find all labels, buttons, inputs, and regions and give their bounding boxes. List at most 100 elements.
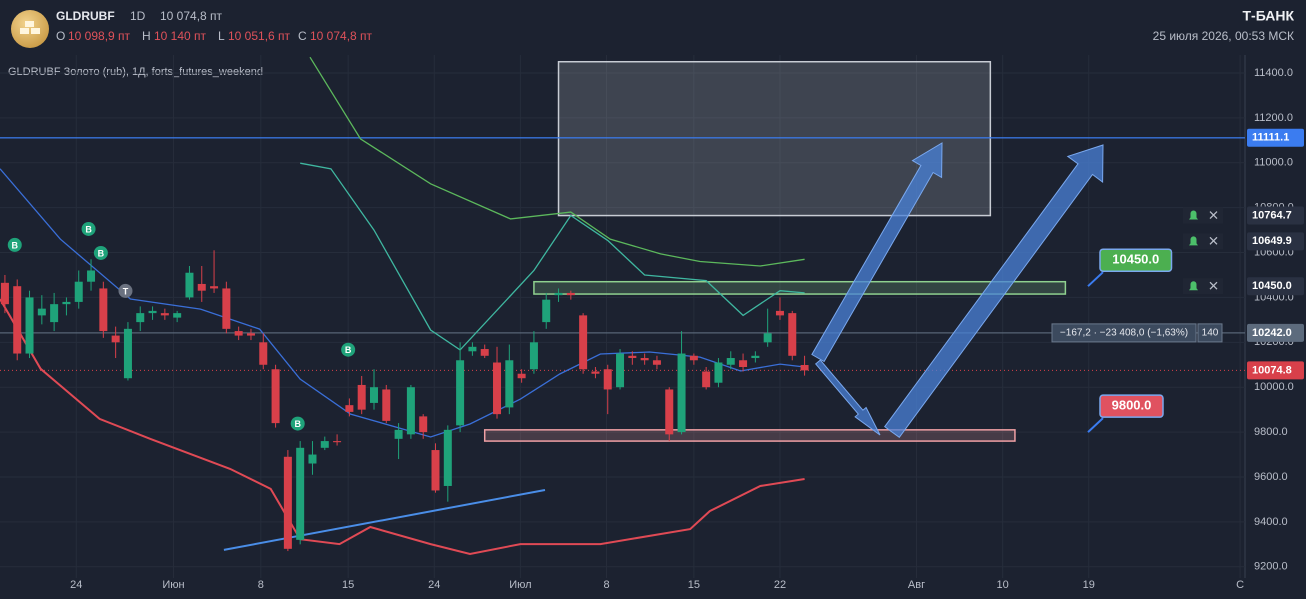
candle-body bbox=[616, 353, 625, 388]
x-tick-label: 19 bbox=[1083, 579, 1095, 591]
candle-body bbox=[591, 371, 600, 374]
candle-body bbox=[714, 362, 723, 383]
y-tick-label: 10000.0 bbox=[1254, 381, 1294, 393]
candle-body bbox=[566, 292, 575, 296]
indicator-line bbox=[0, 168, 805, 438]
candle-body bbox=[333, 441, 342, 443]
ohlc-value: 10 098,9 пт bbox=[68, 29, 131, 43]
trend-line bbox=[223, 489, 546, 551]
candle-body bbox=[222, 288, 231, 329]
y-tick-label: 9800.0 bbox=[1254, 426, 1288, 438]
alert-bell bbox=[1189, 236, 1198, 246]
price-tag-label: 10450.0 bbox=[1252, 280, 1292, 292]
candle-body bbox=[271, 369, 280, 424]
zone bbox=[533, 280, 1067, 295]
zone bbox=[483, 429, 1016, 442]
forecast-arrow bbox=[811, 142, 943, 363]
candle-body bbox=[234, 331, 243, 336]
x-tick-label: 24 bbox=[70, 579, 82, 591]
y-tick-label: 9400.0 bbox=[1254, 516, 1288, 528]
price-tag-label: 11111.1 bbox=[1252, 132, 1289, 144]
measure-bars-box bbox=[1197, 323, 1223, 343]
price-tag bbox=[1247, 128, 1304, 147]
price-tag-label: 10764.7 bbox=[1252, 209, 1292, 221]
candle-body bbox=[394, 429, 403, 439]
candle-body bbox=[431, 450, 440, 491]
signal-marker-label: T bbox=[123, 286, 129, 296]
x-tick-label: 15 bbox=[688, 579, 700, 591]
candle-body bbox=[603, 369, 612, 390]
signal-marker-label: B bbox=[294, 419, 301, 429]
candle-body bbox=[443, 429, 452, 486]
candle-body bbox=[296, 447, 305, 540]
candle-body bbox=[320, 441, 329, 448]
candle-body bbox=[517, 373, 526, 379]
y-tick-label: 11200.0 bbox=[1254, 112, 1293, 124]
datetime: 25 июля 2026, 00:53 МСК bbox=[1153, 29, 1294, 43]
candle-body bbox=[99, 288, 108, 332]
x-tick-label: 8 bbox=[603, 579, 609, 591]
alert-bell bbox=[1189, 210, 1198, 220]
y-tick-label: 9600.0 bbox=[1254, 471, 1288, 483]
measure-bars: 140 bbox=[1202, 328, 1219, 339]
signal-marker bbox=[93, 245, 108, 260]
plot-area: B B B T B B bbox=[0, 55, 1245, 578]
candle-body bbox=[0, 282, 9, 305]
badge-pointer bbox=[1087, 271, 1104, 287]
x-tick-label: 15 bbox=[342, 579, 354, 591]
alert-close bbox=[1209, 236, 1218, 245]
x-tick-label: Июл bbox=[509, 579, 531, 591]
alert-box bbox=[1183, 278, 1223, 295]
signal-marker-label: B bbox=[85, 224, 92, 234]
candle-body bbox=[13, 286, 22, 354]
last-price: 10 074,8 пт bbox=[160, 9, 223, 23]
x-tick-label: 22 bbox=[774, 579, 786, 591]
candle-body bbox=[185, 272, 194, 298]
candle-body bbox=[579, 315, 588, 370]
candle-body bbox=[419, 416, 428, 433]
badge-pointer bbox=[1087, 417, 1104, 433]
candle-body bbox=[468, 346, 477, 352]
price-tag-label: 10242.0 bbox=[1252, 327, 1292, 339]
candle-body bbox=[800, 365, 809, 371]
measure-box bbox=[1051, 323, 1197, 343]
signal-marker-label: B bbox=[12, 240, 19, 250]
signal-marker bbox=[81, 221, 96, 236]
forecast-arrow bbox=[814, 359, 881, 436]
price-tag-label: 10074.8 bbox=[1252, 364, 1292, 376]
signal-marker bbox=[341, 342, 356, 357]
ohlc-value: 10 074,8 пт bbox=[310, 29, 373, 43]
badge-label: 10450.0 bbox=[1112, 252, 1159, 267]
ohlc-key: O bbox=[56, 29, 65, 43]
price-tag bbox=[1247, 232, 1304, 251]
y-tick-label: 11000.0 bbox=[1254, 157, 1293, 169]
candle-body bbox=[529, 342, 538, 370]
badge bbox=[1099, 248, 1173, 272]
candle-body bbox=[87, 270, 96, 282]
measure-label: −167,2 · −23 408,0 (−1,63%) bbox=[1060, 328, 1188, 339]
alert-box bbox=[1183, 233, 1223, 250]
candle-body bbox=[554, 292, 563, 296]
candle-body bbox=[702, 371, 711, 388]
logo bbox=[11, 10, 49, 48]
candle-body bbox=[505, 360, 514, 408]
brand: Т-БАНК bbox=[1242, 8, 1294, 24]
candle-body bbox=[763, 333, 772, 343]
candle-body bbox=[25, 297, 34, 354]
candle-body bbox=[480, 349, 489, 356]
candle-body bbox=[456, 360, 465, 426]
zone bbox=[557, 60, 992, 217]
price-tag bbox=[1247, 361, 1304, 380]
candle-body bbox=[751, 355, 760, 359]
candle-body bbox=[775, 310, 784, 316]
candle-body bbox=[246, 333, 255, 336]
candle-body bbox=[628, 355, 637, 359]
candle-body bbox=[308, 454, 317, 464]
x-tick-label: С bbox=[1236, 579, 1244, 591]
candle-body bbox=[210, 286, 219, 289]
indicator-line bbox=[0, 298, 805, 556]
candle-body bbox=[283, 456, 292, 549]
forecast-arrow bbox=[883, 144, 1104, 438]
